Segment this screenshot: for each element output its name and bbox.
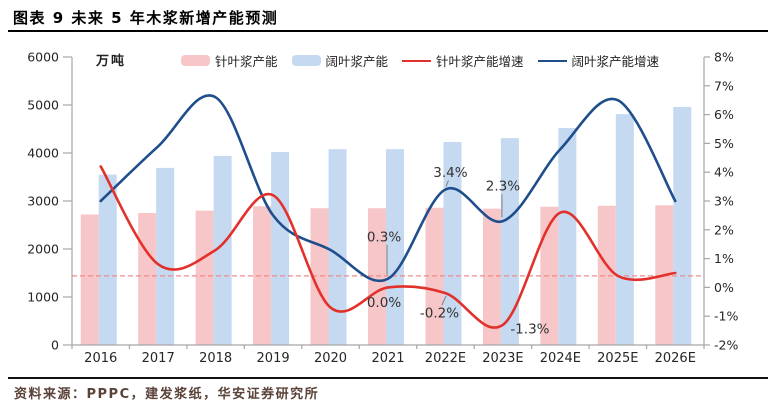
- bar-hardwood-2025E: [615, 114, 634, 346]
- bar-softwood-2025E: [597, 205, 616, 345]
- y-right-tick-label: 1%: [714, 251, 734, 266]
- bar-hardwood-2024E: [558, 128, 577, 345]
- x-axis-label-2019: 2019: [257, 351, 290, 366]
- bar-hardwood-2016: [98, 174, 117, 345]
- x-axis-label-2017: 2017: [142, 351, 175, 366]
- y-right-tick-label: 8%: [714, 50, 734, 65]
- bar-softwood-2017: [138, 213, 157, 345]
- legend-label: 阔叶浆产能: [325, 54, 389, 69]
- y-right-tick-label: 4%: [714, 165, 734, 180]
- hardwood-growth-line: [99, 94, 677, 283]
- y-right-tick-label: 5%: [714, 136, 734, 151]
- bar-hardwood-2019: [271, 152, 290, 345]
- y-left-tick-label: 5000: [27, 98, 59, 113]
- bar-hardwood-2021: [386, 149, 404, 345]
- legend-item-1: 阔叶浆产能: [291, 51, 389, 70]
- title-divider: [8, 30, 768, 33]
- y-left-tick-label: 4000: [27, 146, 59, 161]
- annotation-label-2.3%: 2.3%: [486, 179, 520, 195]
- x-axis-label-2022E: 2022E: [425, 351, 466, 366]
- y-right-tick-label: -1%: [714, 309, 738, 324]
- legend-label: 针叶浆产能: [215, 54, 278, 69]
- x-axis-label-2021: 2021: [371, 351, 404, 366]
- bar-softwood-2023E: [482, 208, 501, 345]
- x-axis-label-2024E: 2024E: [540, 351, 581, 366]
- annotation-leader: [441, 295, 447, 306]
- y-right-tick-label: 0%: [714, 280, 734, 295]
- legend-label: 针叶浆产能增速: [436, 54, 524, 69]
- bar-hardwood-2020: [328, 149, 347, 345]
- annotation-label--1.3%: -1.3%: [510, 321, 549, 337]
- x-axis-label-2025E: 2025E: [597, 351, 638, 366]
- y-right-tick-label: 3%: [714, 194, 734, 209]
- annotation-leader: [445, 180, 449, 187]
- legend-swatch-bar-1: [291, 55, 321, 66]
- bar-softwood-2019: [253, 206, 272, 345]
- legend-item-3: 阔叶浆产能增速: [537, 51, 660, 70]
- legend-swatch-bar-0: [181, 55, 210, 66]
- x-axis-label-2020: 2020: [314, 351, 347, 366]
- bar-softwood-2018: [195, 210, 214, 345]
- bar-hardwood-2017: [156, 167, 175, 345]
- bar-softwood-2021: [368, 208, 386, 345]
- y-left-tick-label: 3000: [27, 194, 59, 209]
- y-right-tick-label: 2%: [714, 222, 734, 237]
- y-left-tick-label: 1000: [27, 290, 59, 305]
- x-axis-label-2023E: 2023E: [482, 351, 523, 366]
- bar-hardwood-2026E: [673, 106, 692, 345]
- footer-divider: [8, 377, 768, 379]
- y-left-tick-label: 0: [51, 338, 59, 353]
- legend-swatch-line-2: [402, 59, 432, 62]
- y-right-tick-label: -2%: [714, 338, 738, 353]
- y-left-tick-label: 6000: [27, 50, 59, 65]
- figure-title: 图表 9 未来 5 年木浆新增产能预测: [13, 9, 279, 27]
- legend-label: 阔叶浆产能增速: [571, 54, 660, 69]
- y-left-tick-label: 2000: [27, 242, 59, 257]
- bar-softwood-2024E: [540, 206, 559, 345]
- y-right-tick-label: 7%: [714, 78, 734, 93]
- annotation-label--0.2%: -0.2%: [420, 306, 459, 322]
- annotation-label-3.4%: 3.4%: [433, 165, 467, 181]
- annotation-label-0.3%: 0.3%: [367, 229, 401, 245]
- y-axis-unit-label: 万吨: [96, 54, 127, 69]
- legend-swatch-line-3: [537, 59, 567, 62]
- legend-item-2: 针叶浆产能增速: [402, 51, 524, 70]
- bar-hardwood-2018: [213, 155, 232, 345]
- x-axis-label-2018: 2018: [199, 351, 232, 366]
- x-axis-label-2016: 2016: [84, 351, 117, 366]
- data-source-note: 资料来源：PPPC，建发浆纸，华安证券研究所: [14, 387, 320, 402]
- annotation-label-0.0%: 0.0%: [367, 295, 401, 311]
- bar-hardwood-2023E: [500, 138, 519, 345]
- chart-legend: 针叶浆产能 阔叶浆产能 针叶浆产能增速 阔叶浆产能增速: [181, 51, 659, 70]
- y-right-tick-label: 6%: [714, 107, 734, 122]
- softwood-growth-line: [99, 165, 677, 329]
- bar-softwood-2016: [80, 214, 99, 345]
- legend-item-0: 针叶浆产能: [181, 51, 278, 70]
- x-axis-label-2026E: 2026E: [655, 351, 696, 366]
